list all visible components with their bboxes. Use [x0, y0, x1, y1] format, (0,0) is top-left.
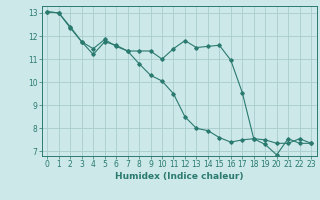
X-axis label: Humidex (Indice chaleur): Humidex (Indice chaleur)	[115, 172, 244, 181]
